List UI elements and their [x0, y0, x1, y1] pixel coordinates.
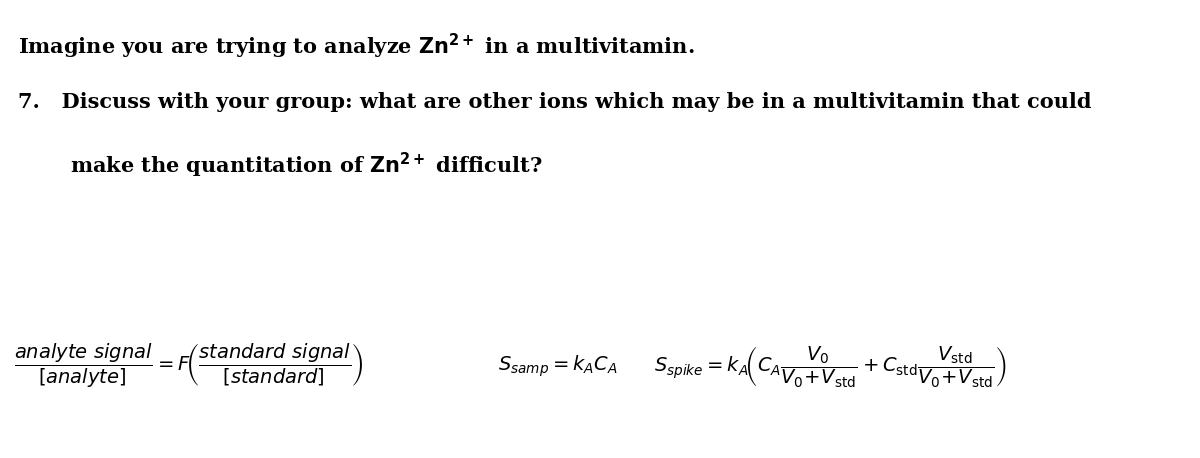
- Text: 7.   Discuss with your group: what are other ions which may be in a multivitamin: 7. Discuss with your group: what are oth…: [18, 92, 1092, 112]
- Text: $\dfrac{\mathit{analyte\ signal}}{\mathit{[analyte]}} = F\!\left(\dfrac{\mathit{: $\dfrac{\mathit{analyte\ signal}}{\mathi…: [14, 343, 364, 390]
- Text: $S_{\mathit{samp}} = k_A C_A$: $S_{\mathit{samp}} = k_A C_A$: [498, 354, 618, 379]
- Text: Imagine you are trying to analyze $\mathbf{Zn}^{\mathbf{2+}}$ in a multivitamin.: Imagine you are trying to analyze $\math…: [18, 32, 695, 61]
- Text: make the quantitation of $\mathbf{Zn}^{\mathbf{2+}}$ difficult?: make the quantitation of $\mathbf{Zn}^{\…: [70, 151, 542, 180]
- Text: $S_{\mathit{spike}} = k_A\!\left(C_A\dfrac{V_0}{V_0\!+\!V_{\mathrm{std}}} + C_{\: $S_{\mathit{spike}} = k_A\!\left(C_A\dfr…: [654, 344, 1007, 389]
